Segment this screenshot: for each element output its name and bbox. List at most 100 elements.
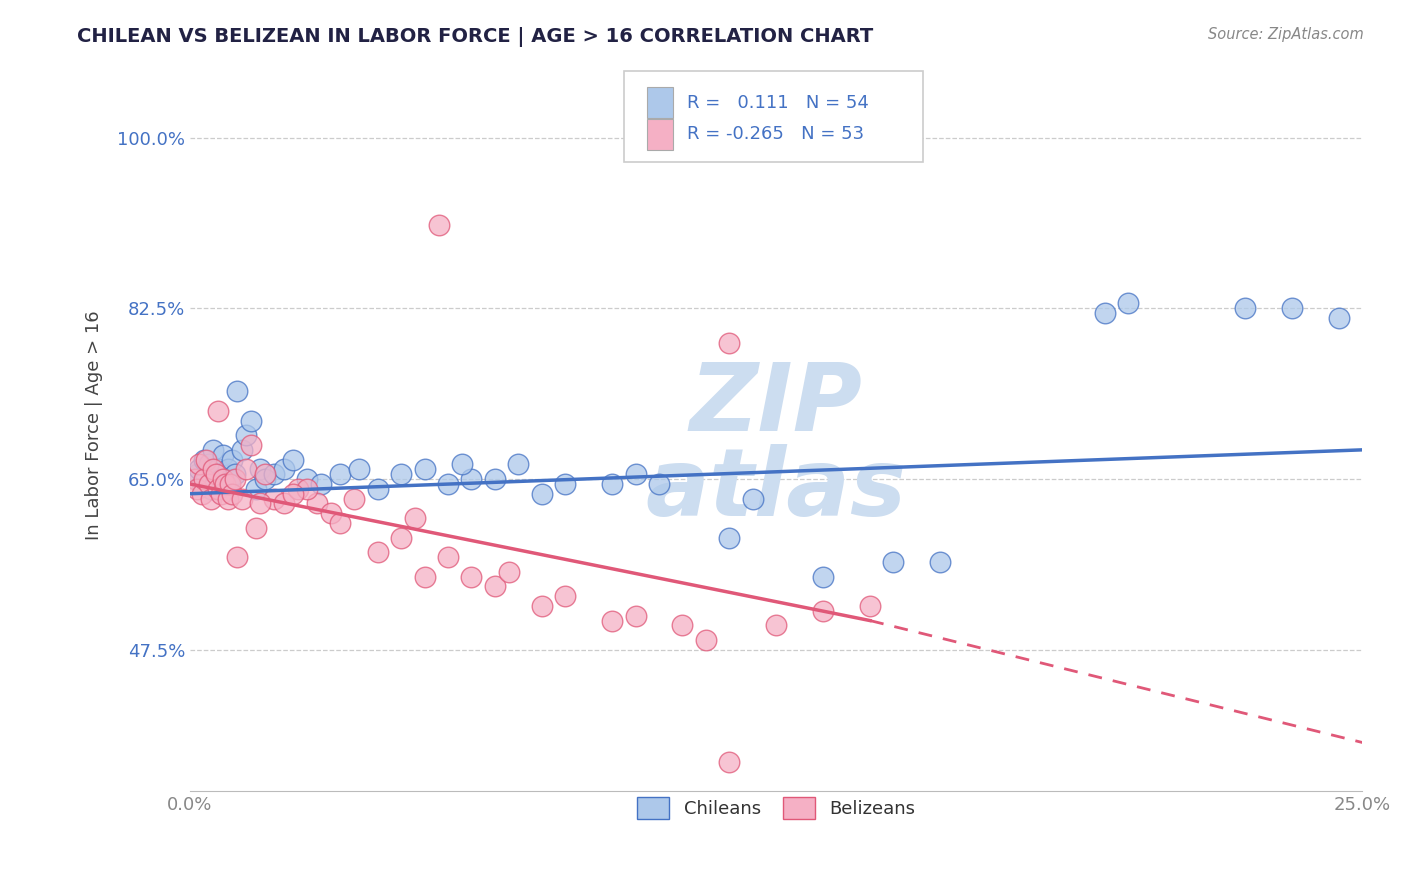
Point [219,477,242,491]
Point [297,472,319,486]
Text: R =   0.111   N = 54: R = 0.111 N = 54 [688,94,869,112]
Point [202,462,225,476]
Point [263,467,285,482]
Point [389,531,412,545]
Point [205,467,228,482]
Point [329,516,352,530]
Point [186,467,208,482]
Point [319,506,342,520]
Point [554,589,576,603]
Point [718,755,741,769]
Point [195,472,218,486]
Point [451,458,474,472]
Point [297,482,319,496]
Point [460,569,482,583]
Point [413,569,436,583]
Point [200,491,222,506]
Point [283,487,305,501]
Point [437,477,460,491]
Point [273,462,295,476]
Point [188,462,211,476]
Point [671,618,693,632]
Point [202,442,225,457]
Point [217,462,239,476]
Point [207,404,229,418]
Legend: Chileans, Belizeans: Chileans, Belizeans [630,789,922,826]
Point [554,477,576,491]
Point [214,477,236,491]
Point [343,491,366,506]
Point [624,467,647,482]
Point [287,482,309,496]
Point [508,458,530,472]
Point [1327,311,1350,326]
Point [305,496,328,510]
FancyBboxPatch shape [647,87,673,118]
Point [221,487,243,501]
Point [226,550,249,565]
Point [191,477,214,491]
Point [200,482,222,496]
Point [460,472,482,486]
Point [765,618,787,632]
Point [404,511,426,525]
Point [231,442,253,457]
Point [389,467,412,482]
Point [245,521,267,535]
Point [193,472,215,486]
Point [226,384,249,399]
Point [249,462,271,476]
Point [427,219,450,233]
Point [205,467,228,482]
Point [283,452,305,467]
Point [648,477,671,491]
Point [718,335,741,350]
Point [184,472,207,486]
Point [1094,306,1116,320]
Point [217,491,239,506]
Point [437,550,460,565]
Point [209,472,232,486]
Text: R = -0.265   N = 53: R = -0.265 N = 53 [688,125,865,144]
Point [1234,301,1257,316]
Point [347,462,370,476]
Point [193,452,215,467]
Point [929,555,952,569]
Point [207,462,229,476]
Point [530,487,553,501]
Point [224,472,246,486]
Point [718,531,741,545]
Point [186,482,208,496]
Point [695,633,717,648]
Text: ZIP
atlas: ZIP atlas [645,359,907,536]
Point [221,452,243,467]
Point [498,565,520,579]
Point [600,614,623,628]
Point [484,579,506,593]
Point [212,472,235,486]
Text: Source: ZipAtlas.com: Source: ZipAtlas.com [1208,27,1364,42]
Point [198,477,221,491]
Point [741,491,763,506]
Point [329,467,352,482]
FancyBboxPatch shape [647,119,673,150]
Point [240,438,263,452]
Point [484,472,506,486]
Point [195,452,218,467]
Text: CHILEAN VS BELIZEAN IN LABOR FORCE | AGE > 16 CORRELATION CHART: CHILEAN VS BELIZEAN IN LABOR FORCE | AGE… [77,27,873,46]
Point [254,467,277,482]
Point [600,477,623,491]
Point [811,604,834,618]
Point [367,545,389,559]
Point [859,599,882,613]
Point [212,448,235,462]
Point [254,472,277,486]
Point [367,482,389,496]
Point [263,491,285,506]
Point [191,487,214,501]
FancyBboxPatch shape [624,70,922,162]
Point [235,428,257,442]
Point [624,608,647,623]
Point [1281,301,1303,316]
Point [311,477,333,491]
